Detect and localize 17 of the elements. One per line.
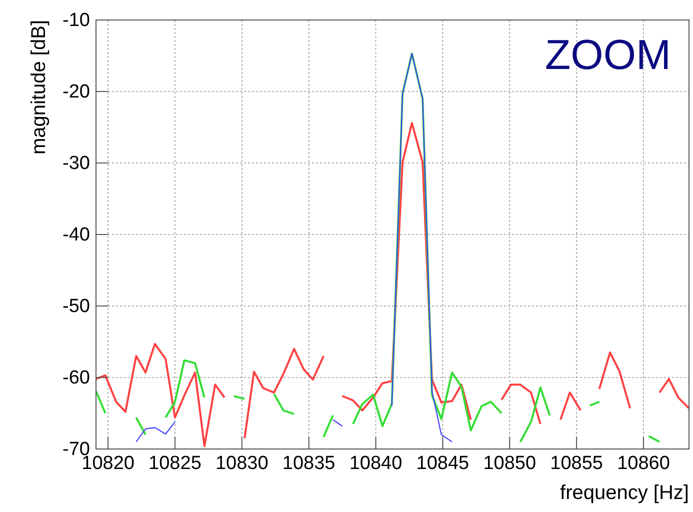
x-tick-label: 10855 [550,453,603,474]
x-tick-label: 10840 [349,453,402,474]
x-tick-label: 10825 [148,453,202,474]
annotation: ZOOM [545,31,671,78]
y-tick-label: -60 [62,368,90,388]
x-tick-label: 10835 [282,453,336,474]
x-tick-label: 10845 [416,453,470,474]
x-axis-title: frequency [Hz] [560,482,689,504]
y-tick-label: -30 [62,153,90,174]
y-tick-label: -50 [62,296,90,317]
y-tick-label: -20 [62,82,90,102]
x-tick-label: 10860 [617,453,670,474]
x-tick-label: 10850 [483,453,536,474]
x-tick-label: 10830 [215,453,268,474]
y-tick-label: -40 [62,224,90,246]
y-tick-label: -10 [62,10,90,31]
y-axis-title: magnitude [dB] [28,20,50,155]
